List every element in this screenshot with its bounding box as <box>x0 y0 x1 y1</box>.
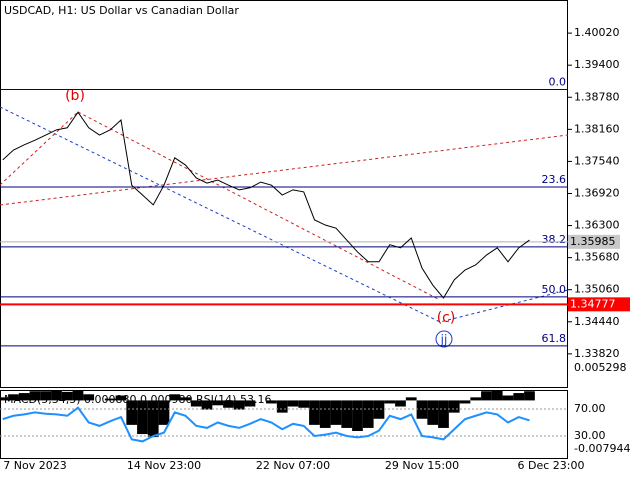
level-label: 1.34777 <box>570 297 616 310</box>
macd-bar <box>223 400 234 408</box>
macd-bar <box>190 400 202 407</box>
wave-label: jj <box>440 333 448 347</box>
macd-bar <box>126 400 138 425</box>
macd-bar <box>384 400 396 404</box>
macd-bar <box>8 394 19 401</box>
x-tick-label: 14 Nov 23:00 <box>127 459 201 472</box>
channel-line <box>0 106 569 323</box>
level-box <box>568 297 630 312</box>
macd-bar <box>115 395 127 401</box>
macd-bar <box>244 400 256 407</box>
macd-bar <box>83 394 95 401</box>
macd-bar <box>276 400 288 413</box>
y-tick-label: 1.40020 <box>574 26 620 39</box>
macd-bar <box>373 400 385 419</box>
macd-bar <box>459 400 471 404</box>
macd-bar <box>40 391 52 401</box>
indicator-panel <box>0 391 535 438</box>
price-line <box>2 111 530 299</box>
macd-bar <box>330 400 342 425</box>
rsi-tick-label: 30.00 <box>574 429 606 442</box>
macd-bar <box>438 400 449 428</box>
y-tick-label: 1.35060 <box>574 283 620 296</box>
x-tick-label: 29 Nov 15:00 <box>385 459 459 472</box>
macd-bar <box>416 400 428 419</box>
wave-line <box>0 111 79 186</box>
macd-bar <box>137 400 148 435</box>
macd-bar <box>319 400 331 428</box>
macd-bar <box>309 400 320 425</box>
macd-bar <box>524 391 535 401</box>
sub-frame <box>0 390 568 459</box>
macd-bar <box>51 391 62 401</box>
macd-bar <box>266 400 277 404</box>
macd-bar <box>395 400 406 407</box>
macd-bar <box>352 400 363 431</box>
y-tick-label: 1.35680 <box>574 251 620 264</box>
macd-bar <box>427 400 439 425</box>
macd-bar <box>298 400 310 408</box>
wave-label: (b) <box>65 88 85 104</box>
wave-circle <box>435 330 453 348</box>
macd-bar <box>233 400 245 410</box>
y-tick-label: 1.33820 <box>574 347 620 360</box>
macd-bar <box>180 397 191 401</box>
current-price-label: 1.35985 <box>570 235 616 248</box>
macd-bar <box>491 391 503 401</box>
macd-bar <box>147 400 159 438</box>
y-tick-label: 1.34440 <box>574 315 620 328</box>
chart-title: USDCAD, H1: US Dollar vs Canadian Dollar <box>4 4 239 17</box>
macd-bar <box>502 395 514 401</box>
macd-bar <box>405 397 417 401</box>
macd-bar <box>287 400 299 407</box>
macd-bar <box>201 400 213 410</box>
fib-label: 23.6 <box>542 173 567 186</box>
macd-bar <box>470 397 482 401</box>
macd-bar <box>18 393 30 401</box>
current-price-box <box>568 234 620 249</box>
y-tick-label: 1.38780 <box>574 90 620 103</box>
macd-bar <box>169 394 181 401</box>
macd-bar <box>481 391 492 401</box>
wave-line <box>77 111 441 301</box>
rsi-tick-label: 70.00 <box>574 402 606 415</box>
macd-bar <box>158 400 170 425</box>
macd-bar <box>104 398 116 401</box>
y-tick-label: 1.36300 <box>574 219 620 232</box>
fib-label: 0.0 <box>549 75 567 88</box>
macd-bar <box>29 391 41 401</box>
fib-label: 61.8 <box>542 332 567 345</box>
macd-tick-label: -0.007944 <box>574 442 630 455</box>
macd-tick-label: 0.005298 <box>574 361 627 374</box>
y-tick-label: 1.36920 <box>574 186 620 199</box>
macd-bar <box>0 397 9 401</box>
main-frame <box>0 0 568 388</box>
y-tick-label: 1.37540 <box>574 154 620 167</box>
fib-label: 38.2 <box>542 233 567 246</box>
wave-line <box>0 134 569 206</box>
y-tick-label: 1.39400 <box>574 58 620 71</box>
fib-label: 50.0 <box>542 283 567 296</box>
rsi-line <box>2 406 530 443</box>
macd-bar <box>513 393 525 401</box>
macd-bar <box>212 400 224 406</box>
x-tick-label: 7 Nov 2023 <box>3 459 66 472</box>
x-tick-label: 6 Dec 23:00 <box>518 459 585 472</box>
macd-bar <box>341 400 353 428</box>
macd-bar <box>72 391 84 401</box>
x-tick-label: 22 Nov 07:00 <box>256 459 330 472</box>
macd-bar <box>362 400 374 428</box>
y-tick-label: 1.38160 <box>574 122 620 135</box>
wave-label: (c) <box>437 310 456 326</box>
macd-bar <box>448 400 460 413</box>
macd-bar <box>61 391 73 401</box>
